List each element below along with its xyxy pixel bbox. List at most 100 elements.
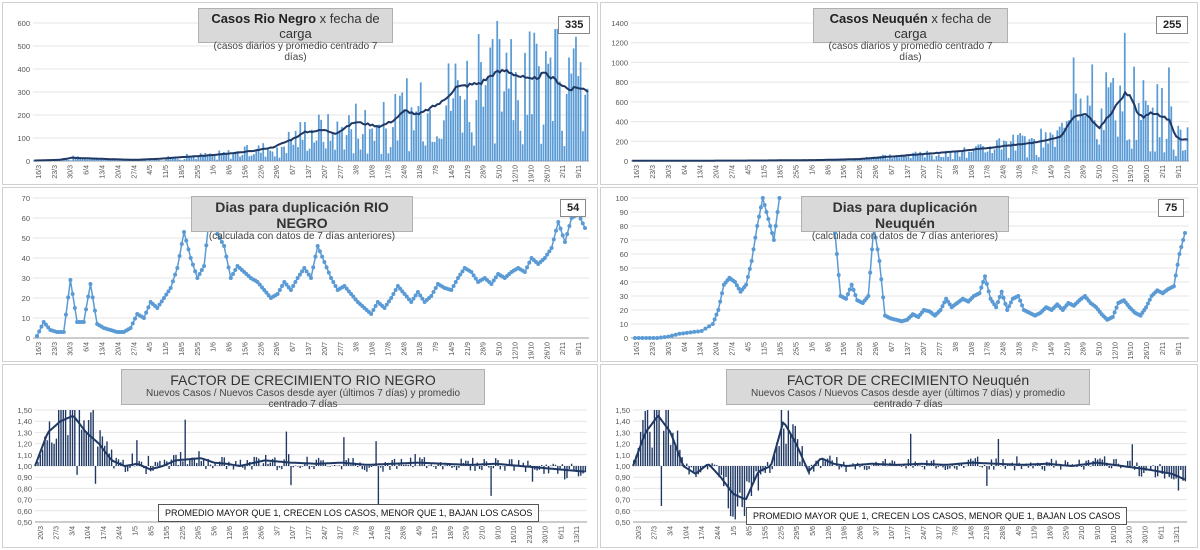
- bar: [33, 160, 35, 161]
- bar: [718, 466, 720, 478]
- bar: [1144, 100, 1147, 161]
- bar: [104, 445, 106, 466]
- bar: [1066, 461, 1069, 466]
- data-point: [1112, 310, 1117, 315]
- bar: [905, 466, 907, 469]
- bar: [338, 465, 340, 466]
- bar: [299, 122, 302, 161]
- y-tick-label: 200: [17, 111, 30, 120]
- x-tick-label: 11/5: [762, 342, 769, 355]
- data-point: [545, 252, 550, 257]
- bar: [951, 464, 953, 466]
- bar: [972, 150, 975, 161]
- data-point: [762, 203, 767, 207]
- bar: [996, 140, 998, 161]
- data-point: [877, 259, 882, 263]
- x-tick-label: 22/6: [857, 342, 864, 356]
- y-tick-label: 40: [22, 254, 30, 263]
- bar: [181, 160, 184, 161]
- bar: [320, 119, 323, 161]
- bar: [524, 466, 527, 472]
- data-point: [133, 316, 138, 321]
- x-tick-label: 18/5: [179, 342, 186, 356]
- bar: [440, 138, 443, 161]
- bar: [968, 151, 970, 161]
- bar: [755, 466, 757, 472]
- bar: [443, 120, 445, 161]
- bar: [547, 63, 550, 161]
- bar: [313, 142, 316, 161]
- latest-value-badge: 75: [1158, 199, 1185, 217]
- data-point: [331, 280, 336, 284]
- x-tick-label: 28/8: [1000, 526, 1007, 540]
- bar: [79, 158, 82, 161]
- bar: [183, 158, 186, 161]
- data-point: [404, 294, 409, 299]
- bar: [283, 146, 285, 161]
- bar: [1064, 460, 1067, 466]
- x-tick-label: 17/7: [905, 526, 912, 540]
- x-tick-label: 31/7: [937, 526, 944, 540]
- bar: [477, 34, 480, 161]
- data-point: [758, 205, 763, 210]
- data-point: [560, 233, 565, 238]
- bar: [382, 466, 384, 472]
- y-tick-label: 0: [26, 157, 30, 166]
- data-point: [549, 246, 554, 250]
- bar: [438, 138, 441, 161]
- data-point: [834, 252, 839, 256]
- bar: [1058, 126, 1061, 161]
- data-point: [1018, 298, 1023, 303]
- bar: [368, 466, 370, 468]
- x-tick-label: 6/4: [84, 165, 91, 175]
- bar: [299, 466, 301, 468]
- bar: [544, 51, 547, 162]
- x-tick-label: 16/3: [36, 342, 43, 356]
- x-tick-label: 22/6: [258, 342, 265, 356]
- data-point: [302, 266, 307, 270]
- bar: [401, 92, 404, 161]
- bar: [1080, 466, 1083, 468]
- bar: [903, 154, 905, 161]
- data-point: [868, 270, 873, 275]
- data-point: [170, 279, 175, 284]
- x-tick-label: 24/7: [322, 526, 329, 540]
- bar: [468, 122, 471, 161]
- bar: [584, 94, 587, 161]
- y-tick-label: 20: [620, 306, 628, 315]
- data-point: [184, 238, 189, 243]
- bar: [242, 466, 244, 468]
- data-point: [231, 272, 236, 276]
- x-tick-label: 20/7: [921, 342, 928, 356]
- bar: [663, 430, 665, 466]
- x-tick-label: 19/6: [842, 526, 849, 540]
- bar: [1170, 106, 1173, 161]
- bar: [1037, 157, 1040, 161]
- bar: [947, 156, 949, 161]
- bar: [573, 466, 575, 471]
- x-tick-label: 30/3: [68, 165, 75, 179]
- data-point: [384, 302, 389, 307]
- bar: [956, 150, 959, 161]
- x-tick-label: 27/4: [730, 342, 737, 356]
- x-tick-label: 12/6: [227, 526, 234, 540]
- bar: [345, 135, 348, 161]
- x-tick-label: 2/10: [1079, 526, 1086, 540]
- x-tick-label: 26/10: [544, 342, 551, 360]
- data-point: [266, 293, 271, 298]
- bar: [480, 62, 482, 161]
- bar: [965, 157, 968, 161]
- bar: [930, 155, 933, 161]
- y-tick-label: 90: [620, 208, 628, 217]
- bar: [145, 466, 147, 474]
- bar: [584, 466, 587, 473]
- data-point: [39, 324, 44, 329]
- bar: [838, 466, 840, 470]
- bar: [236, 151, 239, 161]
- data-point: [565, 232, 570, 236]
- bar: [262, 143, 265, 161]
- x-tick-label: 10/8: [969, 342, 976, 356]
- bar: [1076, 466, 1078, 467]
- bar: [347, 458, 350, 466]
- bar: [646, 410, 649, 466]
